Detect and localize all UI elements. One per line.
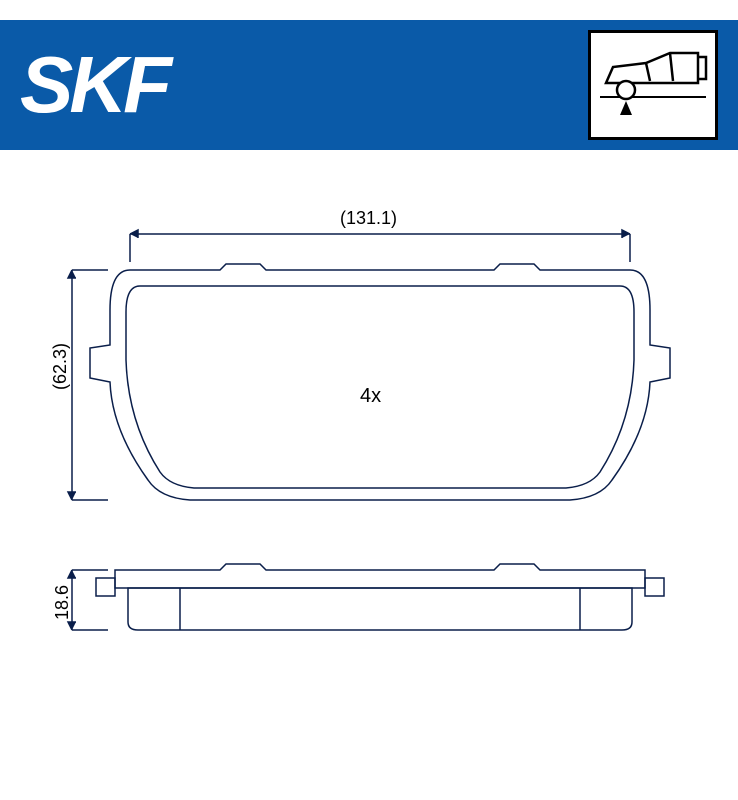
- brand-text: SKF: [20, 39, 168, 131]
- thickness-dimension-label: 18.6: [52, 585, 73, 620]
- header-band: SKF: [0, 20, 738, 150]
- quantity-label: 4x: [360, 385, 381, 408]
- technical-drawing: (131.1) (62.3) 18.6 4x: [0, 200, 738, 760]
- position-icon-box: [588, 30, 718, 140]
- front-axle-icon: [598, 45, 708, 125]
- brake-pad-drawing: [0, 200, 738, 760]
- height-dimension-label: (62.3): [50, 343, 71, 390]
- brand-logo: SKF: [0, 20, 300, 150]
- width-dimension-label: (131.1): [340, 208, 397, 229]
